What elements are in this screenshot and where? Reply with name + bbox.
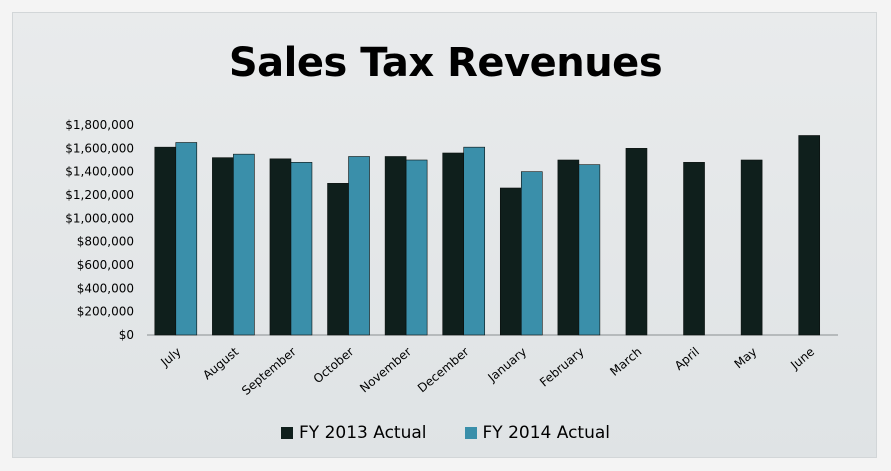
bar-fy2014 (290, 162, 313, 336)
legend-item-fy2013: FY 2013 Actual (281, 423, 427, 443)
bar-fy2014 (520, 171, 543, 336)
legend-swatch-fy2014 (464, 427, 477, 439)
x-tick-label: September (239, 345, 299, 398)
x-tick-label: October (311, 345, 357, 387)
y-tick-label: $1,200,000 (65, 188, 134, 202)
bar-fy2014 (405, 159, 428, 336)
bar-fy2013 (683, 162, 705, 336)
bar-fy2013 (557, 159, 580, 336)
bar-fy2013 (212, 157, 234, 336)
bar-fy2014 (348, 156, 370, 336)
bar-fy2013 (625, 148, 648, 336)
y-tick-label: $400,000 (77, 281, 134, 295)
bar-fy2013 (384, 156, 407, 336)
x-tick-label: November (357, 345, 414, 396)
x-tick-label: December (415, 345, 472, 396)
x-tick-label: February (537, 345, 587, 390)
bar-fy2014 (175, 142, 198, 336)
y-tick-label: $1,600,000 (65, 141, 134, 155)
legend-swatch-fy2013 (281, 427, 293, 439)
bar-fy2013 (327, 183, 349, 336)
y-tick-label: $1,400,000 (65, 165, 134, 179)
bar-fy2013 (798, 135, 821, 336)
bar-fy2014 (463, 146, 486, 336)
x-tick-label: June (787, 345, 817, 373)
y-tick-label: $200,000 (77, 305, 134, 319)
bar-fy2014 (233, 153, 255, 336)
bar-fy2013 (154, 146, 177, 336)
y-tick-label: $1,000,000 (65, 211, 134, 225)
x-tick-label: August (200, 344, 241, 382)
x-tick-label: January (485, 345, 530, 386)
bar-fy2013 (740, 159, 763, 336)
bar-fy2013 (499, 187, 522, 336)
bar-fy2013 (442, 152, 465, 336)
x-tick-label: April (672, 345, 702, 373)
chart-legend: FY 2013 Actual FY 2014 Actual (0, 423, 891, 443)
x-tick-label: May (732, 345, 760, 372)
legend-label-fy2014: FY 2014 Actual (482, 423, 611, 443)
x-tick-label: March (607, 345, 644, 379)
y-tick-label: $0 (119, 328, 134, 342)
chart-title: Sales Tax Revenues (228, 40, 663, 86)
x-tick-label: July (157, 345, 183, 370)
y-tick-label: $1,800,000 (65, 118, 134, 132)
y-tick-label: $800,000 (77, 235, 134, 249)
legend-item-fy2014: FY 2014 Actual (464, 423, 611, 443)
legend-label-fy2013: FY 2013 Actual (299, 423, 427, 443)
bar-fy2013 (269, 158, 292, 336)
bar-fy2014 (578, 164, 601, 336)
y-tick-label: $600,000 (77, 258, 134, 272)
